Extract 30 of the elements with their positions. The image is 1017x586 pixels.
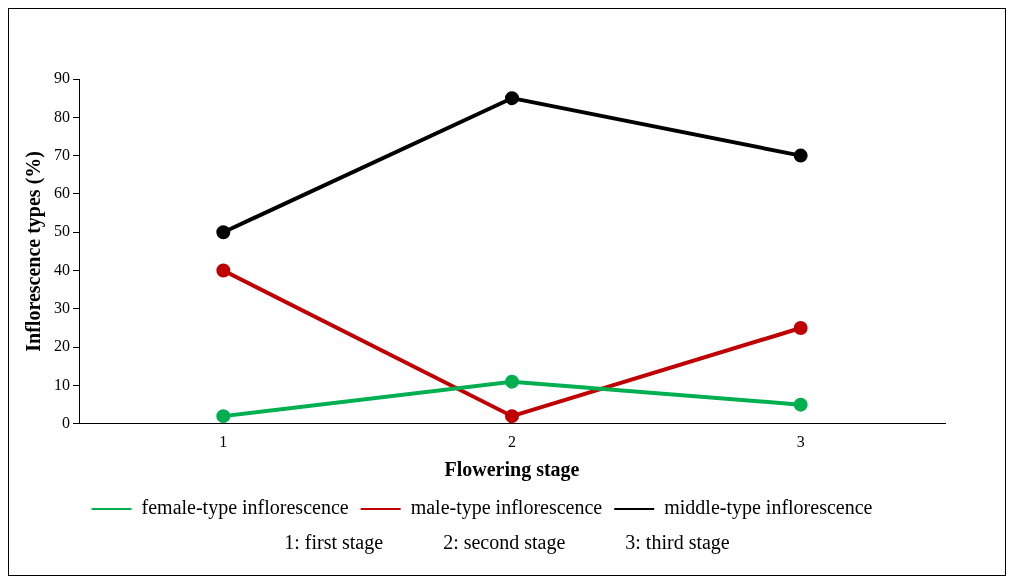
x-tick-label: 2 [508,432,516,450]
x-axis-title: Flowering stage [444,458,580,482]
y-tick-label: 80 [54,107,70,125]
x-tick-label: 1 [219,432,228,450]
point [216,225,231,240]
y-tick-label: 70 [54,145,70,163]
y-axis-title: Inflorescence types (%) [22,151,46,352]
point [793,321,808,336]
text: 2: second stage [443,531,566,554]
text: 3: third stage [625,531,730,554]
x-tick-label: 3 [796,432,805,450]
point [505,374,519,389]
point [793,397,808,412]
y-tick-label: 90 [54,69,70,87]
y-tick-label: 60 [54,184,70,202]
point [216,409,231,424]
legend-label: male-type inflorescence [410,496,603,520]
point [505,409,519,424]
point [505,91,519,106]
legend-label: female-type inflorescence [141,496,349,520]
y-tick-label: 40 [54,260,70,278]
legend-label: middle-type inflorescence [664,496,873,520]
y-tick-label: 0 [62,414,70,431]
point [216,263,231,278]
y-tick-label: 10 [54,375,70,393]
point [793,148,808,163]
y-tick-label: 50 [54,222,70,240]
text: 1: first stage [284,531,384,554]
y-tick-label: 20 [54,337,70,355]
y-tick-label: 30 [54,299,70,317]
